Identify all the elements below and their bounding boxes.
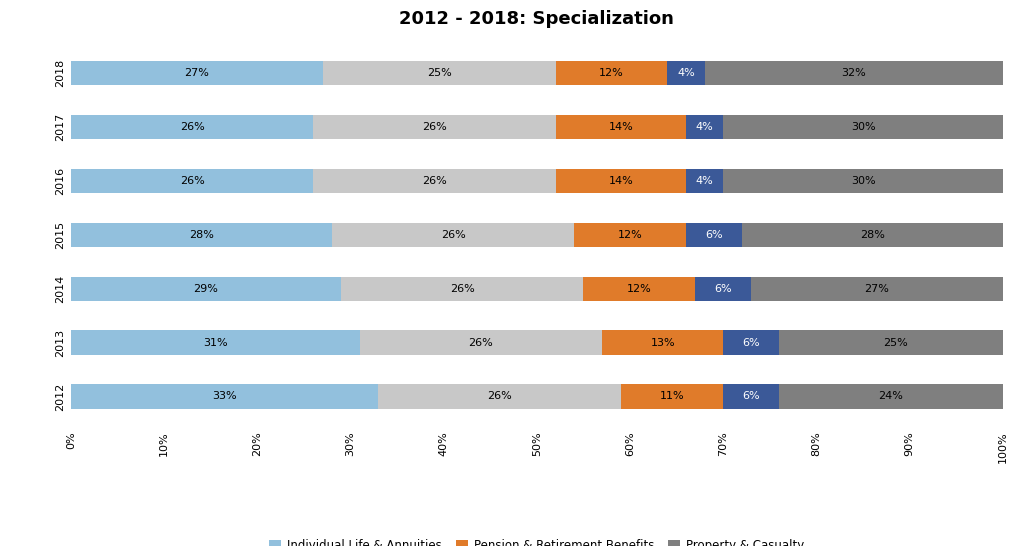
Text: 26%: 26%	[422, 122, 447, 132]
Text: 26%: 26%	[450, 284, 475, 294]
Text: 12%: 12%	[627, 284, 651, 294]
Bar	[360, 330, 602, 355]
Bar	[752, 276, 1003, 301]
Text: 32%: 32%	[842, 68, 866, 78]
Text: 30%: 30%	[851, 122, 875, 132]
Bar	[686, 169, 723, 193]
Bar	[723, 330, 779, 355]
Bar	[332, 223, 574, 247]
Bar	[779, 330, 1012, 355]
Bar	[71, 61, 322, 85]
Text: 6%: 6%	[743, 337, 760, 347]
Text: 28%: 28%	[860, 230, 884, 240]
Text: 14%: 14%	[609, 176, 633, 186]
Text: 28%: 28%	[189, 230, 214, 240]
Bar	[779, 384, 1003, 408]
Bar	[695, 276, 752, 301]
Text: 33%: 33%	[213, 391, 237, 401]
Bar	[602, 330, 723, 355]
Text: 12%: 12%	[618, 230, 642, 240]
Text: 6%: 6%	[705, 230, 722, 240]
Bar	[723, 169, 1003, 193]
Text: 26%: 26%	[469, 337, 493, 347]
Bar	[71, 223, 332, 247]
Bar	[686, 115, 723, 139]
Text: 24%: 24%	[878, 391, 904, 401]
Bar	[71, 330, 360, 355]
Text: 6%: 6%	[743, 391, 760, 401]
Bar	[621, 384, 723, 408]
Text: 4%: 4%	[677, 68, 695, 78]
Text: 25%: 25%	[426, 68, 452, 78]
Bar	[723, 384, 779, 408]
Bar	[705, 61, 1003, 85]
Text: 25%: 25%	[883, 337, 908, 347]
Bar	[555, 61, 668, 85]
Text: 26%: 26%	[487, 391, 512, 401]
Text: 31%: 31%	[203, 337, 228, 347]
Text: 6%: 6%	[714, 284, 732, 294]
Bar	[313, 169, 555, 193]
Text: 26%: 26%	[179, 122, 205, 132]
Bar	[555, 169, 686, 193]
Bar	[71, 169, 313, 193]
Text: 11%: 11%	[659, 391, 685, 401]
Text: 26%: 26%	[441, 230, 465, 240]
Bar	[668, 61, 705, 85]
Bar	[341, 276, 583, 301]
Bar	[313, 115, 555, 139]
Text: 26%: 26%	[422, 176, 447, 186]
Bar	[71, 276, 341, 301]
Bar	[574, 223, 686, 247]
Text: 4%: 4%	[696, 122, 713, 132]
Text: 14%: 14%	[609, 122, 633, 132]
Bar	[322, 61, 555, 85]
Bar	[723, 115, 1003, 139]
Text: 13%: 13%	[650, 337, 675, 347]
Bar	[71, 115, 313, 139]
Bar	[71, 384, 379, 408]
Text: 27%: 27%	[184, 68, 209, 78]
Bar	[379, 384, 621, 408]
Text: 12%: 12%	[599, 68, 624, 78]
Bar	[555, 115, 686, 139]
Text: 30%: 30%	[851, 176, 875, 186]
Legend: Individual Life & Annuities, Group & Health, Pension & Retirement Benefits, Inve: Individual Life & Annuities, Group & Hea…	[269, 539, 804, 546]
Bar	[583, 276, 695, 301]
Text: 4%: 4%	[696, 176, 713, 186]
Text: 29%: 29%	[193, 284, 219, 294]
Title: 2012 - 2018: Specialization: 2012 - 2018: Specialization	[399, 10, 675, 28]
Bar	[686, 223, 742, 247]
Bar	[742, 223, 1003, 247]
Text: 27%: 27%	[865, 284, 889, 294]
Text: 26%: 26%	[179, 176, 205, 186]
